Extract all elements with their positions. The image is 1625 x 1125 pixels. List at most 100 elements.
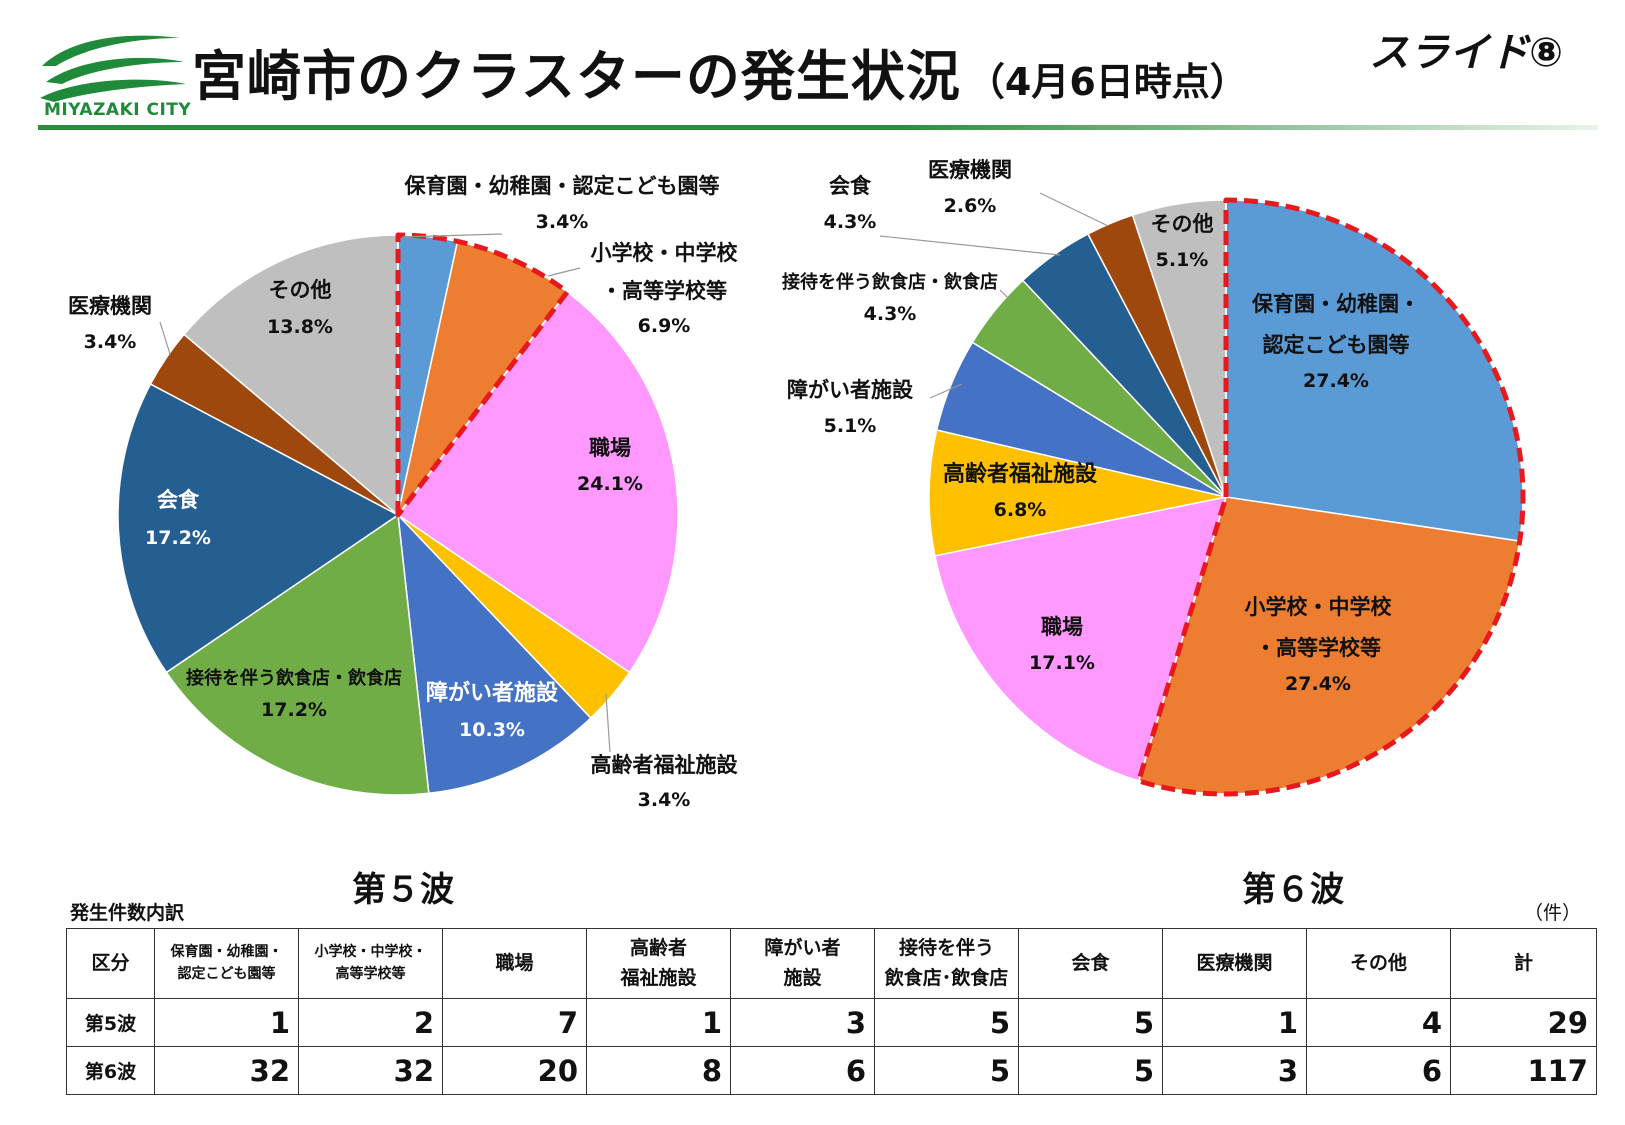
wave5-slice-restaurant <box>165 513 430 796</box>
wave5-pct-school: 6.9% <box>638 315 691 337</box>
logo-swoosh-bottom <box>40 79 186 102</box>
table-header-text: その他 <box>1349 951 1407 974</box>
table-header-cell: その他 <box>1306 928 1451 999</box>
table-cell: 1 <box>154 998 299 1047</box>
wave5-pct-workplace: 24.1% <box>577 473 643 495</box>
table-caption: 発生件数内訳 <box>70 902 185 924</box>
table-header-cell: 職場 <box>442 928 587 999</box>
wave5-pct-elderly: 3.4% <box>638 789 691 811</box>
wave5-label-restaurant: 接待を伴う飲食店・飲食店 <box>186 667 402 689</box>
wave6-pct-medical: 2.6% <box>944 195 997 217</box>
wave6-label-dining: 会食 <box>829 174 872 198</box>
table-cell: 4 <box>1306 998 1451 1047</box>
table-header-text: 施設 <box>783 966 822 989</box>
page-title: 宮崎市のクラスターの発生状況 （4月6日時点） <box>192 32 1248 111</box>
table-cell: 29 <box>1450 998 1597 1047</box>
logo-text: MIYAZAKI CITY <box>44 100 192 120</box>
wave6-label-nursery: 保育園・幼稚園・ <box>1251 292 1420 316</box>
table-header-cell: 小学校・中学校・ 高等学校等 <box>298 928 443 999</box>
table-unit: （件） <box>1523 902 1581 924</box>
table-cell: 1 <box>586 998 731 1047</box>
table-header-cell: 医療機関 <box>1162 928 1307 999</box>
wave5-label-medical: 医療機関 <box>68 294 152 318</box>
table-header-cell: 接待を伴う飲食店･飲食店 <box>874 928 1019 999</box>
wave6-leader-restaurant <box>999 289 1011 301</box>
wave5-pct-other: 13.8% <box>267 316 333 338</box>
wave6-pct-restaurant: 4.3% <box>864 303 917 325</box>
table-header-text: 飲食店･飲食店 <box>884 966 1009 989</box>
table-header-text: 認定こども園等 <box>177 965 276 982</box>
wave6-pct-school: 27.4% <box>1285 673 1351 695</box>
wave5-pct-nursery: 3.4% <box>536 211 589 233</box>
table-header-cell: 会食 <box>1018 928 1163 999</box>
wave6-label-medical: 医療機関 <box>928 158 1012 182</box>
title-main: 宮崎市のクラスターの発生状況 <box>192 45 961 108</box>
wave6-label-school-line2: ・高等学校等 <box>1255 636 1381 660</box>
wave5-highlight-outline <box>395 232 570 518</box>
title-date: （4月6日時点） <box>966 60 1248 104</box>
table-header-text: 小学校・中学校・ <box>314 943 427 960</box>
table-cell: 3 <box>1162 1046 1307 1095</box>
wave6-label-restaurant: 接待を伴う飲食店・飲食店 <box>782 271 998 293</box>
wave5-label-dining: 会食 <box>157 488 200 512</box>
table-header-cell: 区分 <box>66 928 155 999</box>
table-cell: 7 <box>442 998 587 1047</box>
table-cell: 6 <box>1306 1046 1451 1095</box>
wave5-leader-medical <box>159 321 171 355</box>
table-header-text: 医療機関 <box>1196 951 1273 974</box>
table-cell: 5 <box>874 1046 1019 1095</box>
table-header-text: 接待を伴う <box>898 937 994 960</box>
wave6-label-disability: 障がい者施設 <box>787 378 914 402</box>
table-row: 第5波 1 2 7 1 3 5 5 1 4 29 <box>66 998 1597 1047</box>
slide-number-label: スライド⑧ <box>1369 30 1563 76</box>
wave6-pct-dining: 4.3% <box>824 211 877 233</box>
table-cell: 2 <box>298 998 443 1047</box>
wave6-label-elderly: 高齢者福祉施設 <box>943 461 1098 487</box>
table-header-text: 計 <box>1513 951 1533 974</box>
wave5-label-workplace: 職場 <box>589 436 631 460</box>
wave6-chart-title: 第６波 <box>1242 870 1344 910</box>
wave6-highlight-outline <box>1136 197 1526 797</box>
wave5-pct-restaurant: 17.2% <box>261 699 327 721</box>
wave5-pct-disability: 10.3% <box>459 719 525 741</box>
pie-charts: 保育園・幼稚園・認定こども園等3.4%小学校・中学校・高等学校等6.9%職場24… <box>68 158 1526 811</box>
wave5-label-nursery: 保育園・幼稚園・認定こども園等 <box>404 174 720 198</box>
wave5-label-other: その他 <box>269 278 332 302</box>
table-header-text: 職場 <box>495 951 534 974</box>
wave6-pct-elderly: 6.8% <box>994 499 1047 521</box>
wave5-label-school: 小学校・中学校 <box>591 241 739 265</box>
table-row-label: 第5波 <box>66 998 155 1047</box>
table-header-cell: 障がい者 施設 <box>730 928 875 999</box>
table-header-text: 保育園・幼稚園・ <box>170 943 283 960</box>
logo-swoosh-mid <box>46 57 184 84</box>
table-header-text: 高等学校等 <box>335 965 406 982</box>
table-cell: 3 <box>730 998 875 1047</box>
wave5-slice-other <box>182 234 399 517</box>
wave6-pct-disability: 5.1% <box>824 415 877 437</box>
table-cell: 5 <box>1018 1046 1163 1095</box>
wave6-leader-disability <box>929 383 963 399</box>
wave6-pct-nursery: 27.4% <box>1303 370 1369 392</box>
table-cell: 32 <box>298 1046 443 1095</box>
table-cell: 117 <box>1450 1046 1597 1095</box>
wave5-leader-nursery <box>401 233 503 238</box>
table-header-row: 区分 保育園・幼稚園・ 認定こども園等 小学校・中学校・ 高等学校等 職場 高齢者 福祉施設障… <box>66 928 1597 999</box>
table-cell: 5 <box>874 998 1019 1047</box>
wave6-label-other: その他 <box>1151 212 1214 236</box>
wave5-slice-workplace <box>396 290 679 674</box>
wave6-leader-medical <box>1039 192 1109 227</box>
table-header-text: 福祉施設 <box>620 966 697 989</box>
wave6-leader-dining <box>879 235 1061 256</box>
header-divider <box>38 125 1598 130</box>
table-cell: 8 <box>586 1046 731 1095</box>
table-header-text: 会食 <box>1071 951 1110 974</box>
table-row-label: 第6波 <box>66 1046 155 1095</box>
wave6-pct-other: 5.1% <box>1156 249 1209 271</box>
table-cell: 1 <box>1162 998 1307 1047</box>
wave6-slice-workplace <box>933 496 1228 782</box>
table-cell: 20 <box>442 1046 587 1095</box>
table-cell: 5 <box>1018 998 1163 1047</box>
wave5-label-school-line2: ・高等学校等 <box>601 279 727 303</box>
table-cell: 32 <box>154 1046 299 1095</box>
table-header-cell: 計 <box>1450 928 1597 999</box>
